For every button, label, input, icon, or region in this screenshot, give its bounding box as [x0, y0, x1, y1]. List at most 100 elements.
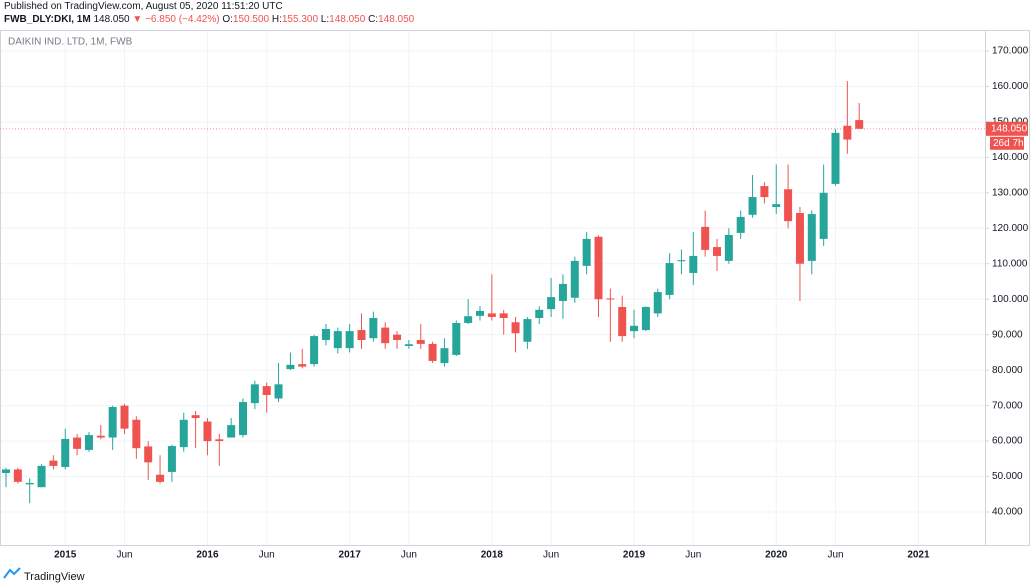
candle-body: [736, 216, 745, 233]
y-tick-label: 160.000: [992, 81, 1029, 92]
y-tick-label: 110.000: [992, 258, 1028, 269]
candle-body: [558, 283, 567, 301]
candle-body: [724, 235, 733, 261]
candle-body: [416, 339, 425, 344]
y-tick-label: 90.000: [992, 329, 1023, 340]
x-tick-label: 2016: [196, 550, 219, 561]
candle-body: [49, 460, 58, 466]
symbol: FWB_DLY:DKI, 1M: [4, 14, 91, 25]
candle-body: [120, 405, 129, 429]
chart-title: DAIKIN IND. LTD, 1M, FWB: [8, 37, 133, 48]
candle-body: [132, 419, 141, 449]
candle-body: [144, 446, 153, 463]
arrow: ▼: [132, 14, 143, 25]
candle-body: [274, 384, 283, 399]
candle-body: [713, 247, 721, 256]
y-tick-label: 50.000: [992, 471, 1023, 482]
o-label: O:: [222, 14, 233, 25]
x-tick-label: Jun: [685, 550, 701, 561]
y-tick-label: 40.000: [992, 507, 1023, 518]
candle-body: [511, 322, 520, 334]
candle-body: [795, 213, 804, 264]
header: Published on TradingView.com, August 05,…: [4, 0, 414, 26]
candle-body: [582, 238, 591, 266]
x-tick-label: Jun: [259, 550, 275, 561]
last: 148.050: [93, 14, 130, 25]
candle-body: [250, 384, 259, 404]
candle-body: [618, 307, 627, 337]
candle-body: [487, 313, 496, 317]
candle-body: [819, 192, 828, 239]
candle-body: [286, 364, 295, 370]
candle-body: [547, 297, 556, 310]
candle-body: [807, 214, 816, 261]
candle-body: [156, 474, 165, 482]
change: −6.850 (−4.42%): [145, 14, 220, 25]
candle-body: [452, 322, 461, 355]
candle-body: [665, 263, 674, 295]
last-price-label: 148.050: [991, 123, 1028, 134]
candle-body: [239, 402, 247, 436]
y-tick-label: 80.000: [992, 365, 1023, 376]
candle-body: [215, 439, 224, 442]
published: Published on TradingView.com, August 05,…: [4, 1, 283, 12]
candle-body: [499, 313, 508, 319]
candle-body: [345, 331, 354, 349]
candle-body: [96, 435, 105, 438]
candle-body: [2, 469, 10, 473]
candle-body: [855, 120, 864, 129]
candle-body: [369, 318, 378, 339]
candle-body: [25, 482, 34, 485]
candle-body: [73, 437, 82, 449]
c-label: C:: [368, 14, 379, 25]
candle-body: [167, 446, 176, 472]
candle-body: [179, 419, 188, 448]
candle-body: [428, 343, 437, 361]
candle-body: [13, 469, 22, 482]
x-tick-label: Jun: [116, 550, 132, 561]
candle-body: [393, 334, 402, 340]
candle-body: [298, 364, 307, 367]
candle-body: [594, 236, 603, 300]
candle-body: [653, 292, 662, 314]
y-tick-label: 100.000: [992, 294, 1029, 305]
candle-body: [476, 310, 484, 316]
candle-body: [37, 465, 46, 488]
x-tick-label: 2015: [54, 550, 77, 561]
candle-body: [689, 255, 698, 273]
candle-body: [772, 204, 781, 207]
y-tick-label: 140.000: [992, 152, 1029, 163]
countdown-tag: [990, 136, 1024, 150]
y-tick-label: 120.000: [992, 223, 1029, 234]
x-tick-label: 2021: [907, 550, 930, 561]
frame: [0, 30, 1030, 546]
l-label: L:: [320, 14, 330, 25]
candle-body: [606, 298, 615, 300]
h: 155.300: [281, 14, 319, 25]
candle-body: [701, 226, 710, 250]
y-tick-label: 130.000: [992, 187, 1029, 198]
x-tick-label: 2020: [765, 550, 788, 561]
x-tick-label: Jun: [401, 550, 417, 561]
l: 148.050: [329, 14, 366, 25]
candle-body: [333, 331, 342, 349]
x-tick-label: Jun: [827, 550, 843, 561]
candle-body: [440, 348, 449, 364]
y-tick-label: 70.000: [992, 400, 1023, 411]
x-tick-label: 2018: [481, 550, 504, 561]
symbol-line: FWB_DLY:DKI, 1M 148.050 ▼ −6.850 (−4.42%…: [4, 13, 414, 26]
candle-body: [262, 386, 271, 395]
candle-body: [381, 327, 390, 344]
candle-body: [843, 125, 852, 140]
candle-body: [630, 325, 639, 332]
candle-body: [61, 438, 70, 467]
candle-body: [523, 319, 532, 342]
x-tick-label: 2017: [339, 550, 362, 561]
countdown-label: 26d 7h: [993, 138, 1024, 149]
candle-body: [203, 421, 212, 442]
footer-brand: TradingView: [24, 571, 85, 583]
candle-body: [677, 260, 686, 262]
candle-body: [831, 132, 840, 184]
candle-body: [535, 309, 544, 319]
